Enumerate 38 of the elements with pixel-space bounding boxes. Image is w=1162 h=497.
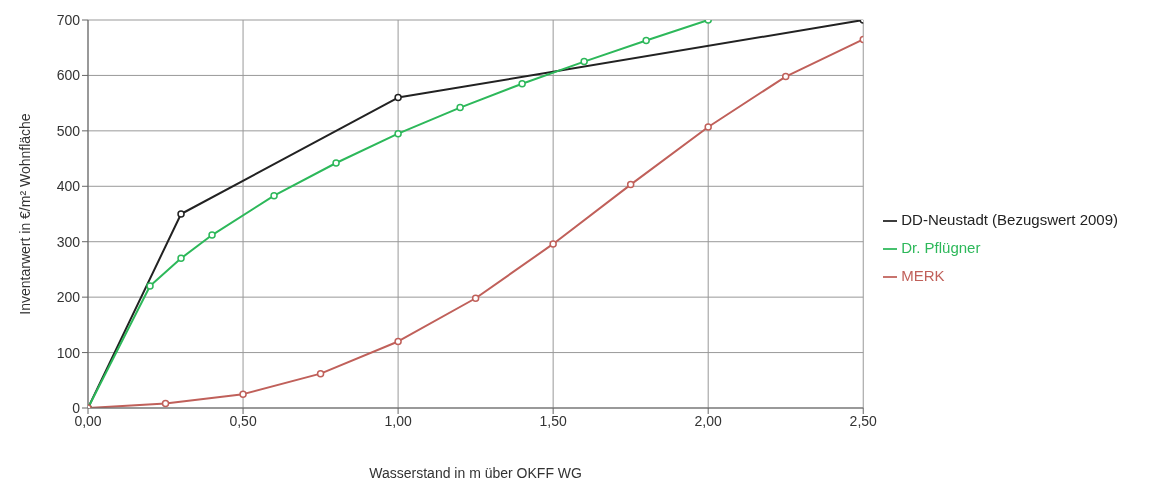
y-tick-label: 700 xyxy=(56,11,81,28)
point xyxy=(270,191,278,200)
point xyxy=(781,72,790,81)
point xyxy=(177,210,185,218)
point xyxy=(456,103,464,112)
point xyxy=(208,231,216,239)
point xyxy=(394,93,402,102)
point xyxy=(146,282,154,290)
point xyxy=(161,399,170,408)
point xyxy=(580,57,588,66)
y-tick-label: 200 xyxy=(56,289,81,306)
y-tick-label: 100 xyxy=(56,344,81,361)
point xyxy=(626,180,635,189)
y-tick-label: 300 xyxy=(56,233,81,250)
point xyxy=(394,337,402,346)
y-tick-label: 600 xyxy=(56,67,81,84)
legend-label: MERK xyxy=(901,267,945,284)
point xyxy=(239,390,247,398)
x-tick-label: 2,50 xyxy=(849,412,878,429)
point xyxy=(642,36,650,45)
x-tick-label: 2,00 xyxy=(694,412,723,429)
point xyxy=(471,294,480,302)
x-axis-title: Wasserstand in m über OKFF WG xyxy=(369,464,582,481)
x-tick-label: 1,50 xyxy=(539,412,567,429)
point xyxy=(316,369,325,378)
x-tick-label: 0,50 xyxy=(229,412,257,429)
point xyxy=(704,123,712,131)
y-axis-title: Inventarwert in €/m² Wohnfläche xyxy=(16,113,33,315)
point xyxy=(394,129,402,138)
legend-label: Dr. Pflügner xyxy=(901,239,981,256)
point xyxy=(177,254,185,263)
point xyxy=(518,79,526,88)
legend-label: DD-Neustadt (Bezugswert 2009) xyxy=(901,211,1118,228)
y-tick-label: 400 xyxy=(56,178,81,195)
point xyxy=(332,159,340,167)
x-tick-label: 1,00 xyxy=(384,412,412,429)
y-tick-label: 500 xyxy=(56,122,81,139)
point xyxy=(549,240,557,248)
